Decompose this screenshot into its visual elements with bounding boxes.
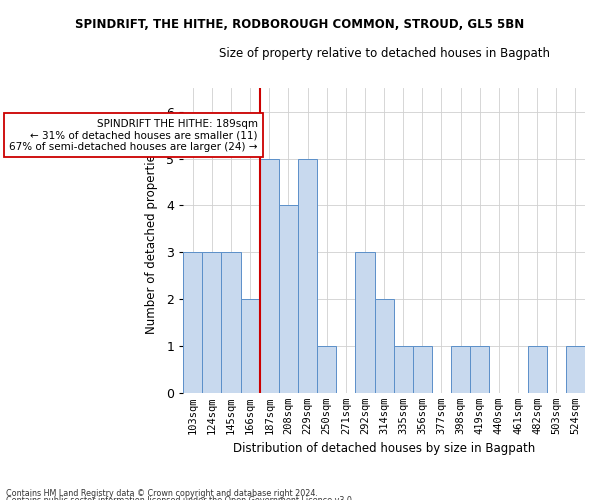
Bar [221, 252, 241, 394]
Title: Size of property relative to detached houses in Bagpath: Size of property relative to detached ho… [218, 48, 550, 60]
Bar [279, 206, 298, 394]
Bar [527, 346, 547, 394]
Bar [355, 252, 374, 394]
Text: SPINDRIFT, THE HITHE, RODBOROUGH COMMON, STROUD, GL5 5BN: SPINDRIFT, THE HITHE, RODBOROUGH COMMON,… [76, 18, 524, 30]
Text: Contains HM Land Registry data © Crown copyright and database right 2024.: Contains HM Land Registry data © Crown c… [6, 488, 318, 498]
Bar [374, 300, 394, 394]
Bar [566, 346, 585, 394]
X-axis label: Distribution of detached houses by size in Bagpath: Distribution of detached houses by size … [233, 442, 535, 455]
Bar [394, 346, 413, 394]
Bar [413, 346, 432, 394]
Bar [317, 346, 336, 394]
Bar [470, 346, 490, 394]
Bar [241, 300, 260, 394]
Text: SPINDRIFT THE HITHE: 189sqm
← 31% of detached houses are smaller (11)
67% of sem: SPINDRIFT THE HITHE: 189sqm ← 31% of det… [9, 118, 258, 152]
Y-axis label: Number of detached properties: Number of detached properties [145, 148, 158, 334]
Bar [202, 252, 221, 394]
Bar [451, 346, 470, 394]
Text: Contains public sector information licensed under the Open Government Licence v3: Contains public sector information licen… [6, 496, 355, 500]
Bar [298, 158, 317, 394]
Bar [183, 252, 202, 394]
Bar [260, 158, 279, 394]
